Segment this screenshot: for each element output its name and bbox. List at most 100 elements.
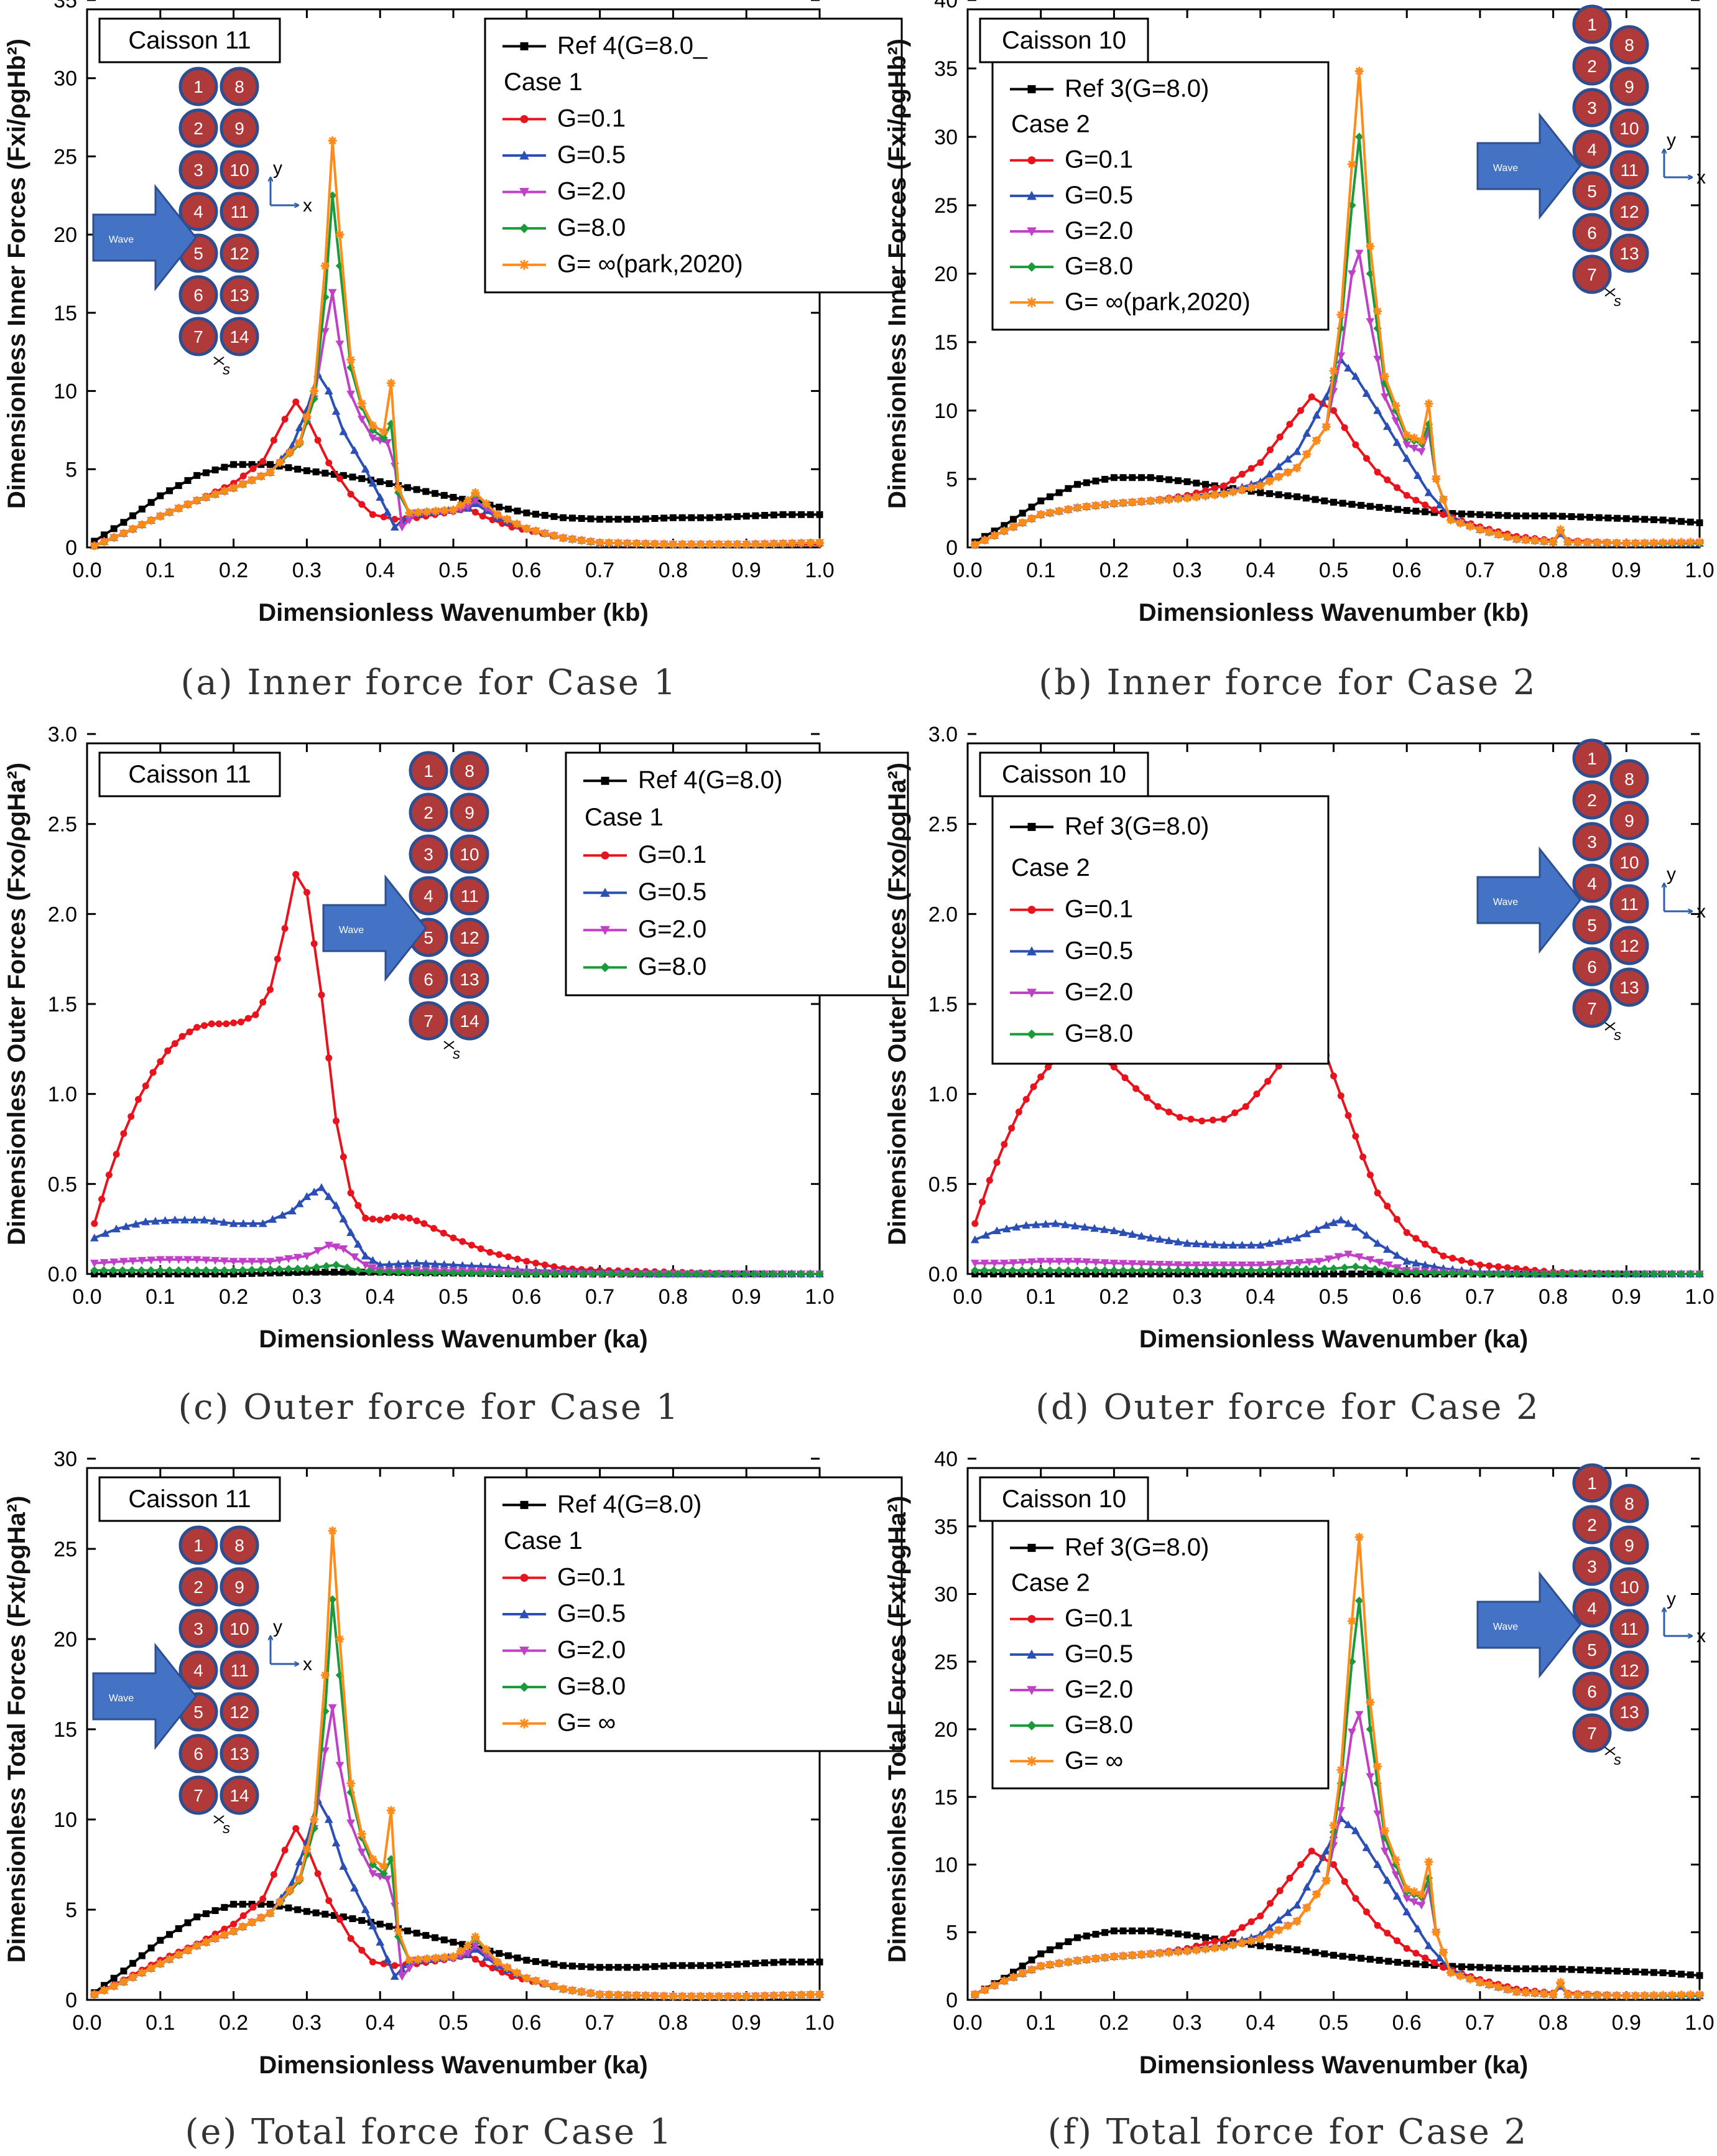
- legend-swatch-marker: [519, 188, 529, 197]
- data-point: [1366, 1256, 1375, 1264]
- y-tick-label: 30: [934, 126, 958, 149]
- data-point: [1173, 1237, 1183, 1246]
- data-point: [1410, 1898, 1418, 1907]
- caisson-number: 5: [193, 1703, 203, 1722]
- data-point: [100, 1259, 109, 1267]
- data-point: [1412, 1235, 1420, 1242]
- y-tick-label: 1.5: [928, 993, 958, 1016]
- data-point: [137, 1266, 146, 1275]
- data-point: [1265, 476, 1274, 486]
- x-direction-label: x: [303, 1654, 312, 1675]
- data-point: [989, 1266, 998, 1275]
- y-axis-label: Dimensionless Inner Forces (Fxi/ρgHb²): [3, 39, 30, 509]
- legend-swatch-marker: [1027, 227, 1037, 237]
- data-point: [1381, 393, 1389, 402]
- data-point: [1686, 1270, 1695, 1278]
- data-point: [238, 1266, 248, 1275]
- caisson-circle: [1572, 129, 1612, 169]
- data-point: [807, 511, 814, 518]
- data-point: [577, 1987, 586, 1996]
- data-point: [302, 1264, 312, 1273]
- data-point: [1018, 518, 1027, 527]
- data-point: [362, 1214, 369, 1222]
- legend-label: G= ∞(park,2020): [557, 251, 743, 278]
- data-point: [156, 1266, 165, 1275]
- data-point: [1321, 422, 1331, 432]
- caisson-circle: [220, 150, 259, 190]
- data-point: [1018, 1969, 1027, 1978]
- data-point: [1668, 1970, 1676, 1977]
- data-point: [1064, 1266, 1073, 1275]
- caisson-circle: [178, 108, 218, 148]
- data-point: [259, 998, 267, 1006]
- x-tick-label: 0.5: [1319, 559, 1348, 582]
- data-point: [1373, 356, 1382, 364]
- x-tick-label: 1.0: [805, 1285, 834, 1309]
- data-point: [1696, 519, 1703, 526]
- data-point: [200, 1022, 208, 1029]
- data-point: [1063, 504, 1073, 514]
- data-point: [384, 1214, 391, 1222]
- caisson-layout: 1 82 93 104 115 126 137 14s: [178, 1525, 259, 1837]
- data-point: [229, 1266, 238, 1275]
- data-point: [100, 531, 108, 539]
- data-point: [1146, 1266, 1155, 1275]
- caisson-number: 2: [1587, 791, 1597, 810]
- data-point: [310, 940, 318, 947]
- data-point: [1539, 1989, 1548, 1999]
- data-point: [1348, 1270, 1356, 1278]
- data-point: [312, 1909, 320, 1917]
- y-tick-label: 20: [934, 1718, 958, 1742]
- data-point: [687, 539, 696, 549]
- caisson-circle: [1572, 1505, 1612, 1545]
- data-point: [1440, 1964, 1447, 1971]
- data-point: [138, 505, 146, 513]
- data-point: [1138, 1927, 1145, 1935]
- x-tick-label: 0.5: [1319, 1285, 1348, 1309]
- data-point: [1312, 436, 1321, 445]
- caisson-number: 5: [1587, 1640, 1597, 1660]
- caisson-number: 7: [1587, 1724, 1597, 1743]
- data-point: [249, 1903, 257, 1911]
- data-point: [147, 516, 156, 525]
- caisson-number: 4: [1587, 140, 1597, 159]
- data-point: [1101, 476, 1109, 483]
- caisson-circle: [409, 1001, 448, 1041]
- data-point: [1037, 1073, 1045, 1080]
- caisson-title-box: [979, 1476, 1149, 1522]
- data-point: [1392, 438, 1402, 446]
- data-point: [1402, 1907, 1412, 1916]
- data-point: [1366, 1956, 1374, 1963]
- data-point: [560, 1962, 567, 1969]
- data-point: [90, 1234, 99, 1242]
- data-point: [202, 1910, 210, 1918]
- data-point: [654, 1270, 664, 1278]
- data-point: [1641, 1968, 1649, 1976]
- data-point: [1061, 1220, 1070, 1229]
- data-point: [1362, 1843, 1371, 1851]
- data-point: [361, 465, 370, 473]
- caisson-circle: [1609, 801, 1649, 840]
- data-point: [268, 1215, 277, 1223]
- data-point: [328, 1704, 337, 1712]
- y-axis-label: Dimensionless Outer Forces (Fxo/ρgHa²): [884, 763, 911, 1245]
- data-point: [211, 1907, 219, 1914]
- data-point: [1192, 493, 1201, 502]
- data-point: [175, 1925, 182, 1932]
- y-tick-label: 1.0: [928, 1083, 958, 1107]
- data-point: [1391, 417, 1400, 425]
- data-point: [759, 1270, 767, 1278]
- legend-label: G=2.0: [1065, 978, 1133, 1006]
- data-point: [1127, 1951, 1137, 1960]
- data-point: [1219, 1943, 1228, 1952]
- caisson-number: 8: [234, 1536, 244, 1555]
- data-point: [1604, 514, 1612, 522]
- caisson-number: 12: [1619, 1661, 1639, 1680]
- data-point: [1100, 500, 1109, 509]
- data-point: [155, 511, 165, 521]
- data-point: [688, 514, 695, 521]
- data-point: [1402, 1268, 1411, 1276]
- data-point: [1329, 1264, 1338, 1273]
- data-point: [1402, 430, 1412, 440]
